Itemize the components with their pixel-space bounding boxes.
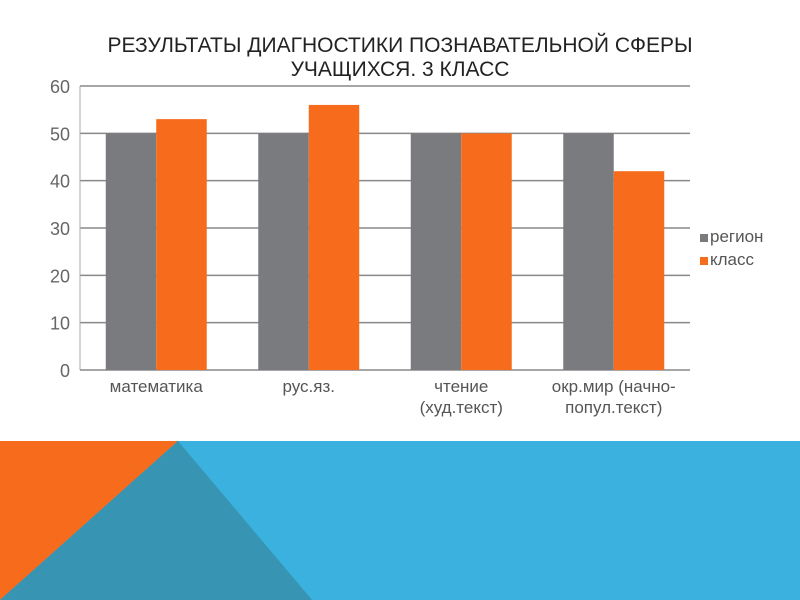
y-tick-label: 60 bbox=[50, 77, 70, 97]
bar-класс bbox=[156, 119, 207, 370]
y-tick-label: 10 bbox=[50, 314, 70, 334]
bar-регион bbox=[258, 133, 309, 370]
x-tick-label: математика bbox=[110, 377, 204, 396]
y-tick-label: 0 bbox=[60, 361, 70, 381]
x-tick-label: попул.текст) bbox=[565, 398, 662, 417]
y-tick-label: 20 bbox=[50, 266, 70, 286]
legend-label: класс bbox=[710, 250, 755, 269]
y-tick-label: 40 bbox=[50, 172, 70, 192]
x-tick-label: (худ.текст) bbox=[420, 398, 503, 417]
bar-класс bbox=[613, 171, 665, 370]
bar-регион bbox=[563, 133, 614, 370]
x-tick-label: чтение bbox=[434, 377, 488, 396]
legend-swatch bbox=[700, 234, 708, 242]
bar-класс bbox=[308, 104, 360, 370]
bar-класс bbox=[461, 133, 512, 370]
bar-chart: 0 10 20 30 40 50 60 математика рус.яз. чтение (худ… bbox=[50, 77, 763, 417]
slide-title: Результаты диагностики познавательной сф… bbox=[0, 34, 800, 82]
title-line-1: Результаты диагностики познавательной сф… bbox=[107, 34, 693, 57]
bar-регион bbox=[105, 133, 157, 370]
x-tick-label: рус.яз. bbox=[282, 377, 335, 396]
bar-регион bbox=[410, 133, 462, 370]
y-tick-label: 30 bbox=[50, 219, 70, 239]
legend-label: регион bbox=[710, 227, 763, 246]
y-tick-label: 50 bbox=[50, 124, 70, 144]
x-tick-label: окр.мир (начно- bbox=[552, 377, 676, 396]
footer-teal-triangle bbox=[0, 441, 312, 600]
legend-swatch bbox=[700, 257, 708, 265]
title-line-2: учащихся. 3 класс bbox=[290, 58, 510, 81]
